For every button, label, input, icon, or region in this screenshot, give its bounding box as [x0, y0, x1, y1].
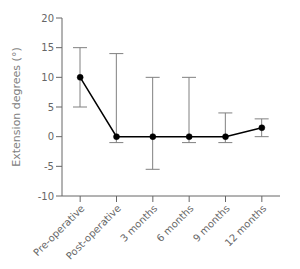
svg-text:-5: -5 — [44, 161, 54, 172]
svg-text:0: 0 — [48, 131, 54, 142]
svg-text:3 months: 3 months — [118, 203, 159, 244]
svg-text:20: 20 — [41, 13, 54, 24]
svg-text:12 months: 12 months — [223, 203, 269, 249]
svg-text:15: 15 — [41, 42, 54, 53]
svg-text:Extension degrees (°): Extension degrees (°) — [10, 47, 23, 166]
svg-text:6 months: 6 months — [154, 203, 195, 244]
svg-text:5: 5 — [48, 102, 54, 113]
svg-text:Pre-operative: Pre-operative — [31, 202, 87, 258]
svg-text:9 months: 9 months — [190, 202, 232, 244]
svg-text:Post-operative: Post-operative — [64, 203, 123, 261]
svg-text:-10: -10 — [38, 191, 54, 202]
svg-text:10: 10 — [41, 72, 54, 83]
